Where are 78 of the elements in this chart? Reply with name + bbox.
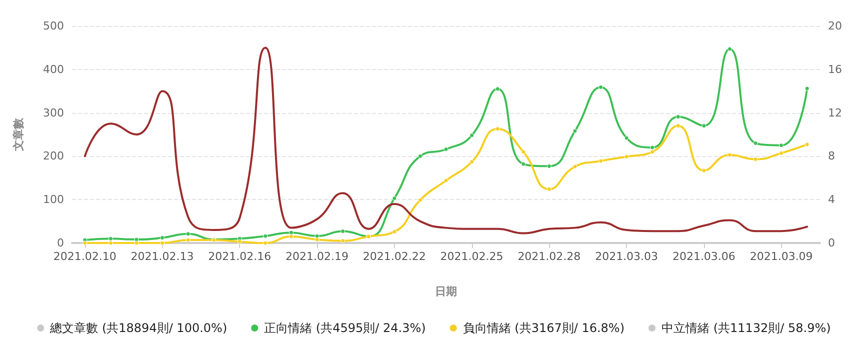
point	[546, 186, 552, 192]
point	[727, 152, 732, 158]
point	[779, 143, 784, 148]
y2-tick-label: 16	[828, 62, 842, 76]
point	[186, 238, 190, 242]
point	[753, 156, 758, 162]
x-tick-label: 2021.02.22	[362, 250, 426, 263]
point	[727, 46, 732, 52]
point	[108, 240, 113, 246]
y-tick-label: 100	[43, 193, 64, 206]
y2-tick-label: 20	[828, 20, 842, 32]
x-tick-label: 2021.02.10	[53, 250, 116, 263]
point	[495, 126, 500, 132]
point	[392, 196, 397, 201]
y2-tick-label: 8	[828, 150, 835, 163]
x-tick-label: 2021.02.25	[440, 250, 504, 263]
point	[134, 240, 139, 246]
point	[263, 240, 268, 246]
point	[572, 164, 578, 169]
point	[753, 140, 758, 146]
point	[444, 147, 448, 152]
point	[546, 164, 552, 168]
y2-tick-label: 4	[828, 193, 835, 206]
legend-label: 正向情緒 (共4595則/ 24.3%)	[264, 321, 426, 335]
y-tick-label: 0	[57, 236, 64, 250]
point	[418, 154, 422, 158]
point	[804, 86, 810, 91]
point	[470, 160, 474, 164]
point	[572, 128, 578, 134]
point	[676, 124, 680, 128]
point	[288, 230, 294, 235]
y2-tick-label: 12	[828, 106, 842, 120]
y2-tick-label: 0	[828, 236, 835, 250]
point	[82, 240, 88, 246]
point	[702, 124, 706, 128]
point	[521, 150, 526, 154]
y-tick-label: 300	[43, 106, 64, 120]
point	[288, 234, 294, 239]
point	[779, 150, 784, 156]
point	[624, 136, 629, 140]
point	[340, 229, 346, 234]
point	[314, 237, 320, 242]
point	[676, 114, 680, 119]
x-tick-label: 2021.02.19	[286, 250, 349, 263]
point	[598, 158, 604, 164]
point	[624, 154, 629, 159]
point	[160, 240, 165, 246]
point	[160, 236, 165, 240]
legend-label: 總文章數 (共18894則/ 100.0%)	[49, 321, 228, 335]
x-tick-label: 2021.03.09	[750, 250, 813, 263]
point	[702, 168, 706, 173]
point	[237, 239, 242, 244]
x-tick-label: 2021.02.13	[130, 250, 194, 263]
point	[521, 162, 526, 166]
point	[444, 178, 448, 183]
legend-label: 負向情緒 (共3167則/ 16.8%)	[462, 321, 625, 335]
point	[495, 86, 500, 92]
point	[263, 234, 268, 238]
y-tick-label: 500	[43, 20, 64, 32]
point	[804, 142, 810, 147]
point	[418, 198, 422, 202]
point	[598, 84, 604, 90]
y-tick-label: 200	[43, 150, 64, 163]
point	[392, 229, 397, 234]
point	[340, 238, 346, 244]
y-axis-title: 文章數	[12, 117, 25, 152]
point	[650, 150, 655, 154]
point	[470, 133, 474, 138]
x-tick-label: 2021.02.16	[208, 250, 272, 263]
point	[650, 145, 655, 150]
x-tick-label: 2021.02.28	[518, 250, 581, 263]
x-axis-title: 日期	[435, 285, 457, 298]
y-tick-label: 400	[43, 62, 64, 76]
x-tick-label: 2021.03.06	[672, 250, 736, 263]
point	[108, 236, 113, 241]
legend-label: 中立情緒 (共11132則/ 58.9%)	[662, 321, 831, 335]
x-tick-label: 2021.03.03	[595, 250, 658, 263]
point	[186, 232, 190, 236]
